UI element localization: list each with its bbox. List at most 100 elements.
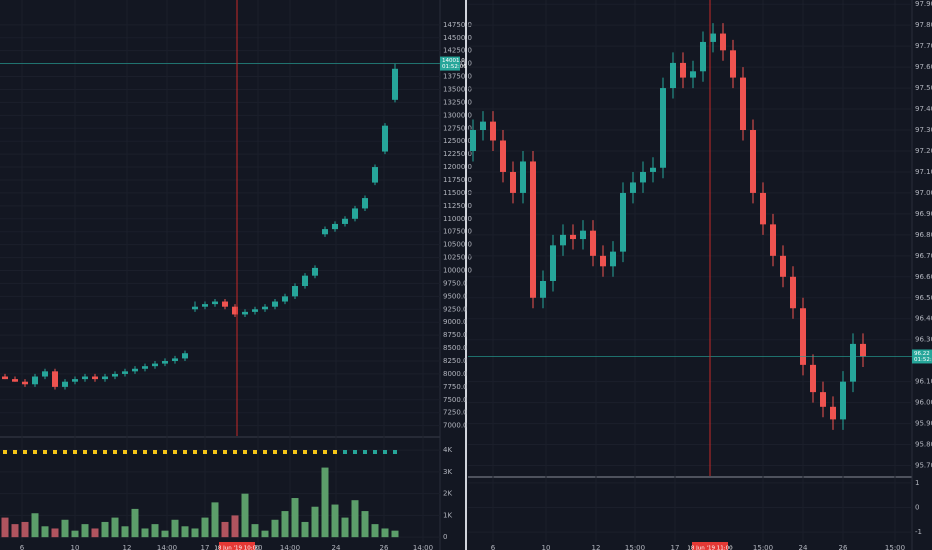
y-tick-label: 9500.0 — [443, 292, 468, 300]
y-tick-label: 8250.0 — [443, 357, 468, 365]
candle-body — [102, 376, 108, 380]
last-price-tag — [912, 349, 932, 364]
volume-bar — [91, 528, 99, 538]
y-tick-label: 95.70 — [915, 462, 932, 470]
candle-body — [510, 171, 516, 193]
volume-bar — [261, 530, 269, 538]
y-tick-label: 7750.0 — [443, 383, 468, 391]
candle-body — [292, 286, 298, 297]
volume-bar — [291, 498, 299, 538]
volume-bar — [201, 517, 209, 538]
candle-body — [810, 364, 816, 393]
candle-body — [192, 306, 198, 310]
volume-bar — [221, 521, 229, 538]
candle-body — [580, 230, 586, 240]
y-tick-label: 13500.0 — [443, 85, 472, 93]
indicator-dot — [193, 450, 197, 454]
crosshair-time-tag — [219, 542, 255, 550]
volume-bar — [21, 521, 29, 538]
volume-bar — [361, 511, 369, 538]
volume-bar — [281, 511, 289, 538]
volume-bar — [391, 530, 399, 538]
y-tick-label: 11250.0 — [443, 202, 472, 210]
y-tick-label: 95.90 — [915, 420, 932, 428]
indicator-dot — [243, 450, 247, 454]
candle-body — [700, 41, 706, 72]
y-tick-label: 12000.0 — [443, 163, 472, 171]
volume-bar — [191, 528, 199, 538]
volume-bar — [71, 530, 79, 538]
volume-bar — [171, 519, 179, 538]
candle-body — [760, 192, 766, 225]
x-tick-label: 26 — [380, 544, 389, 550]
candle-body — [72, 379, 78, 382]
x-tick-label: 15:00 — [885, 544, 905, 550]
candle-body — [82, 376, 88, 380]
candle-body — [232, 306, 238, 315]
indicator-dot — [253, 450, 257, 454]
y-tick-label: -1 — [915, 528, 922, 536]
candle-body — [680, 62, 686, 78]
indicator-dot — [143, 450, 147, 454]
y-tick-label: 4K — [443, 446, 452, 454]
candle-body — [650, 167, 656, 172]
candle-body — [710, 33, 716, 42]
y-tick-label: 97.70 — [915, 42, 932, 50]
candle-body — [780, 255, 786, 277]
y-tick-label: 97.60 — [915, 63, 932, 71]
candle-body — [32, 376, 38, 385]
indicator-dot — [3, 450, 7, 454]
last-price-label: 96.22 — [914, 351, 930, 357]
y-tick-label: 96.00 — [915, 399, 932, 407]
candle-body — [800, 308, 806, 365]
volume-bar — [31, 513, 39, 538]
x-tick-label: 14:00 — [157, 544, 177, 550]
x-tick-label: 17 — [201, 544, 210, 550]
indicator-dot — [373, 450, 377, 454]
candle-body — [222, 301, 228, 307]
candle-body — [530, 161, 536, 298]
volume-bar — [231, 515, 239, 538]
y-tick-label: 9000.0 — [443, 318, 468, 326]
candle-body — [332, 223, 338, 230]
y-tick-label: 8750.0 — [443, 331, 468, 339]
candle-body — [470, 130, 476, 151]
candle-body — [2, 376, 8, 380]
candle-body — [62, 381, 68, 387]
y-tick-label: 96.40 — [915, 315, 932, 323]
x-tick-label: 6 — [491, 544, 496, 550]
indicator-dot — [53, 450, 57, 454]
indicator-dot — [123, 450, 127, 454]
y-tick-label: 10000.0 — [443, 266, 472, 274]
volume-bar — [301, 521, 309, 538]
candle-body — [500, 140, 506, 172]
indicator-dot — [133, 450, 137, 454]
y-tick-label: 96.30 — [915, 336, 932, 344]
candle-body — [302, 275, 308, 287]
candle-body — [600, 255, 606, 267]
candle-body — [490, 121, 496, 141]
y-tick-label: 97.50 — [915, 84, 932, 92]
y-tick-label: 97.20 — [915, 147, 932, 155]
candle-body — [252, 309, 258, 312]
indicator-dot — [173, 450, 177, 454]
x-tick-label: 24 — [799, 544, 808, 550]
candle-body — [860, 343, 866, 357]
y-tick-label: 12500.0 — [443, 137, 472, 145]
crosshair-time-label: 18 Jun '19 11:00 — [687, 546, 733, 550]
candle-body — [312, 267, 318, 276]
candle-body — [620, 192, 626, 252]
volume-bar — [11, 524, 19, 538]
y-tick-label: 14500.0 — [443, 34, 472, 42]
volume-bar — [251, 524, 259, 538]
indicator-dot — [33, 450, 37, 454]
indicator-dot — [263, 450, 267, 454]
indicator-dot — [73, 450, 77, 454]
x-tick-label: 17 — [671, 544, 680, 550]
volume-bar — [41, 526, 49, 538]
x-tick-label: 12 — [592, 544, 601, 550]
y-tick-label: 9750.0 — [443, 279, 468, 287]
y-tick-label: 96.50 — [915, 294, 932, 302]
indicator-dot — [293, 450, 297, 454]
candle-body — [630, 182, 636, 193]
